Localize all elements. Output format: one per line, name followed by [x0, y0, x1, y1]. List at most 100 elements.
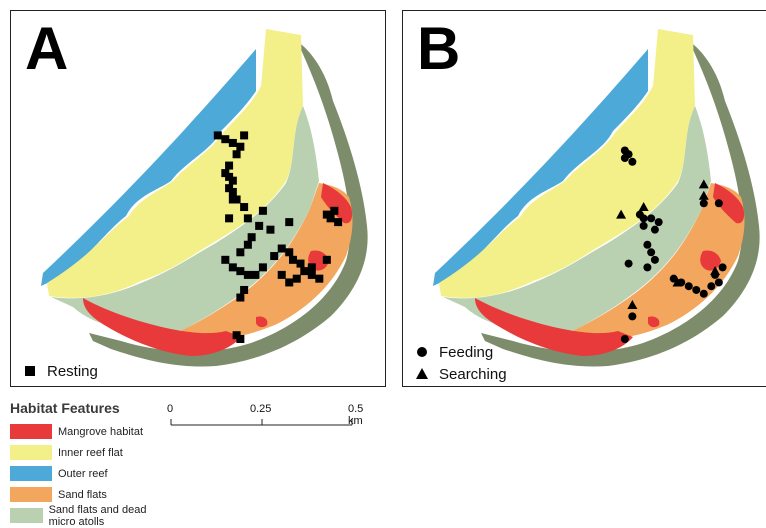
resting-marker	[258, 263, 267, 272]
resting-marker	[228, 195, 237, 204]
habitat-swatch	[10, 466, 52, 481]
resting-marker	[243, 240, 252, 249]
legend-label: Feeding	[439, 344, 494, 361]
resting-marker	[247, 233, 256, 242]
resting-marker	[236, 293, 245, 302]
searching-marker	[672, 277, 683, 287]
habitat-legend-item: Sand flats and dead micro atolls	[10, 503, 170, 528]
resting-marker	[258, 206, 267, 215]
panel-letter: B	[417, 15, 461, 82]
resting-marker	[251, 270, 260, 279]
habitat-label: Sand flats	[58, 488, 107, 501]
feeding-marker	[620, 334, 629, 343]
outer-reef	[41, 49, 256, 286]
habitat-swatch	[10, 487, 52, 502]
habitat-map	[41, 29, 368, 367]
feeding-marker	[718, 263, 727, 272]
triangle-marker-icon	[415, 366, 429, 383]
circle-marker-icon	[415, 344, 429, 361]
habitat-legend-title: Habitat Features	[10, 400, 120, 416]
scale-label-0: 0	[167, 403, 174, 415]
panel-letter: A	[25, 15, 69, 82]
resting-marker	[243, 214, 252, 223]
resting-marker	[266, 225, 275, 234]
resting-marker	[228, 263, 237, 272]
habitat-legend-item: Outer reef	[10, 463, 170, 484]
resting-marker	[221, 255, 230, 264]
feeding-marker	[699, 199, 708, 208]
resting-marker	[228, 187, 237, 196]
resting-marker	[285, 218, 294, 227]
resting-marker	[296, 259, 305, 268]
map-panel-a: A Resting	[10, 10, 386, 387]
habitat-map	[433, 29, 760, 367]
feeding-marker	[684, 282, 693, 291]
feeding-marker	[647, 214, 656, 223]
resting-marker	[221, 135, 230, 144]
mangrove-north	[321, 183, 353, 224]
feeding-marker	[624, 259, 633, 268]
resting-marker	[236, 267, 245, 276]
resting-marker	[334, 218, 343, 227]
mangrove-patch	[256, 316, 268, 328]
feeding-marker	[628, 312, 637, 321]
habitat-swatch	[10, 508, 43, 523]
resting-marker	[322, 255, 331, 264]
feeding-marker	[647, 248, 656, 257]
resting-marker	[240, 285, 249, 294]
mangrove-south	[83, 298, 241, 356]
searching-marker	[698, 190, 709, 200]
habitat-label: Sand flats and dead micro atolls	[48, 503, 147, 528]
resting-marker	[322, 210, 331, 219]
feeding-marker	[654, 218, 663, 227]
resting-marker	[225, 214, 234, 223]
feeding-marker	[639, 214, 648, 223]
scale-label-mid: 0.25	[250, 403, 272, 415]
map-panel-b: B Feeding Searching	[402, 10, 766, 387]
searching-marker	[627, 300, 638, 310]
habitat-legend-item: Sand flats	[10, 484, 170, 505]
inner-reef-flat	[439, 29, 695, 298]
feeding-marker	[628, 157, 637, 166]
resting-marker	[236, 142, 245, 151]
habitat-legend-item: Mangrove habitat	[10, 421, 170, 442]
scale-bar-line	[170, 419, 353, 426]
resting-marker	[277, 244, 286, 253]
habitat-legend-item: Inner reef flat	[10, 442, 170, 463]
searching-marker	[710, 266, 721, 276]
resting-marker	[232, 331, 241, 340]
resting-marker	[225, 161, 234, 170]
feeding-marker	[692, 285, 701, 294]
sand-flats	[176, 183, 353, 343]
resting-marker	[228, 138, 237, 147]
feeding-marker	[650, 225, 659, 234]
feeding-marker	[650, 255, 659, 264]
habitat-legend: Habitat Features Mangrove habitat Inner r…	[10, 400, 170, 528]
resting-marker	[255, 221, 264, 230]
mangrove-north	[713, 183, 745, 224]
sand-dead-micro-atolls	[443, 106, 711, 333]
habitat-swatch	[10, 445, 52, 460]
resting-marker	[307, 270, 316, 279]
resting-marker	[277, 270, 286, 279]
resting-marker	[240, 203, 249, 212]
resting-marker	[315, 274, 324, 283]
sand-flats	[568, 183, 745, 343]
square-marker-icon	[23, 363, 37, 380]
resting-marker	[240, 131, 249, 140]
legend-feeding: Feeding	[415, 344, 493, 361]
resting-marker	[307, 263, 316, 272]
habitat-label: Outer reef	[58, 467, 108, 480]
feeding-marker	[639, 221, 648, 230]
mangrove-south	[475, 298, 633, 356]
searching-marker	[638, 202, 649, 212]
resting-marker	[236, 248, 245, 257]
resting-marker	[292, 274, 301, 283]
resting-marker	[228, 176, 237, 185]
feeding-marker	[714, 278, 723, 287]
legend-label: Resting	[47, 363, 98, 380]
habitat-label: Inner reef flat	[58, 446, 123, 459]
resting-marker	[270, 252, 279, 261]
mangrove-patch	[700, 250, 721, 271]
habitat-swatch	[10, 424, 52, 439]
